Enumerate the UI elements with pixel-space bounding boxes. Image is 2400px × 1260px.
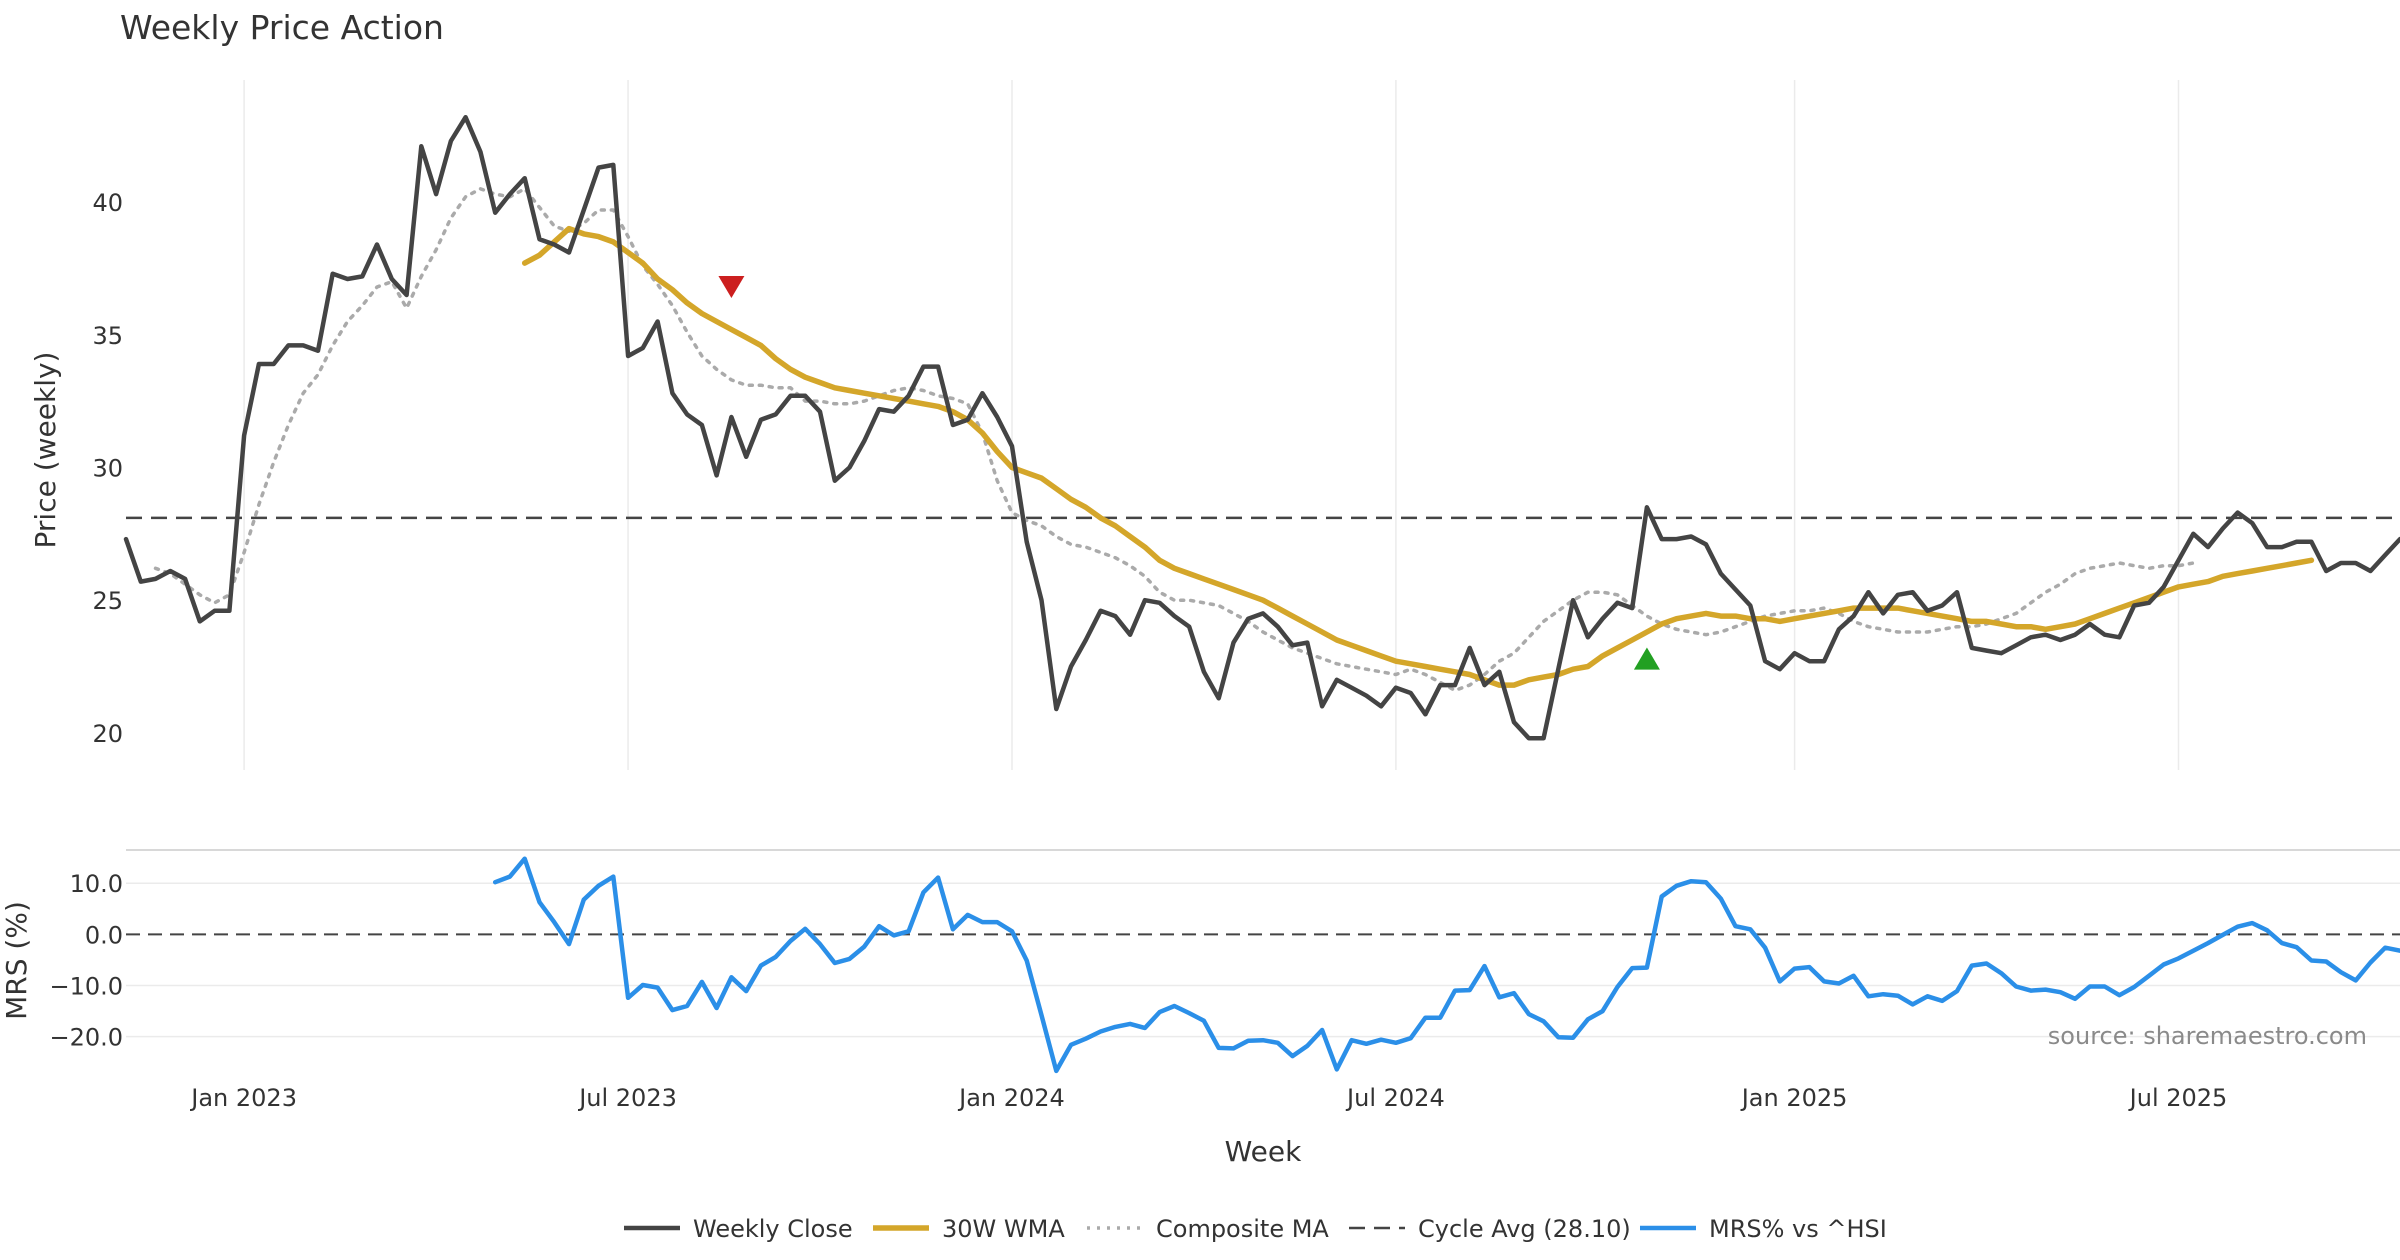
x-tick-labels: Jan 2023 Jul 2023 Jan 2024 Jul 2024 Jan 2025…: [189, 1084, 2227, 1112]
mrs-y-axis-label: MRS (%): [0, 901, 33, 1020]
price-y-tick-labels: 20 25 30 35 40: [92, 189, 123, 748]
mrs-y-tick-labels: 10.0 0.0 −10.0 −20.0: [49, 870, 123, 1051]
x-tick-label: Jul 2025: [2128, 1084, 2228, 1112]
x-tick-label: Jan 2024: [957, 1084, 1065, 1112]
composite-ma-line: [153, 187, 2196, 693]
price-y-tick-label: 25: [92, 587, 123, 615]
mrs-gridlines: [126, 882, 2400, 1038]
x-tick-label: Jan 2023: [189, 1084, 297, 1112]
legend-item: MRS% vs ^HSI: [1640, 1215, 1887, 1243]
legend-label: Cycle Avg (28.10): [1418, 1215, 1631, 1243]
price-y-tick-label: 40: [92, 189, 123, 217]
wma-30w-line: [521, 225, 2315, 688]
legend-item: Composite MA: [1087, 1215, 1329, 1243]
mrs-y-tick-label: 0.0: [85, 921, 123, 949]
legend-label: Composite MA: [1156, 1215, 1329, 1243]
legend-item: 30W WMA: [873, 1215, 1065, 1243]
mrs-line: [492, 856, 2400, 1074]
price-series: [123, 114, 2400, 741]
buy-signal-marker: [1633, 647, 1660, 670]
weekly-close-line: [123, 114, 2400, 741]
legend-item: Weekly Close: [624, 1215, 853, 1243]
price-y-tick-label: 30: [92, 454, 123, 482]
legend-label: 30W WMA: [942, 1215, 1065, 1243]
signal-markers: [718, 275, 1660, 670]
mrs-y-tick-label: 10.0: [70, 870, 123, 898]
legend-item: Cycle Avg (28.10): [1349, 1215, 1631, 1243]
x-tick-label: Jan 2025: [1740, 1084, 1848, 1112]
sell-signal-marker: [718, 275, 745, 299]
mrs-y-tick-label: −10.0: [49, 973, 123, 1001]
price-y-tick-label: 35: [92, 322, 123, 350]
x-tick-label: Jul 2023: [577, 1084, 677, 1112]
mrs-y-tick-label: −20.0: [49, 1024, 123, 1052]
x-tick-label: Jul 2024: [1345, 1084, 1445, 1112]
legend-label: MRS% vs ^HSI: [1709, 1215, 1887, 1243]
price-gridlines: [243, 80, 2180, 770]
chart-title: Weekly Price Action: [120, 8, 444, 47]
x-axis-label: Week: [1225, 1135, 1302, 1168]
price-y-axis-label: Price (weekly): [29, 352, 62, 549]
legend: Weekly Close 30W WMA Composite MA Cycle Avg…: [624, 1215, 1887, 1243]
legend-label: Weekly Close: [693, 1215, 853, 1243]
source-note: source: sharemaestro.com: [2048, 1022, 2367, 1050]
mrs-series: [492, 856, 2400, 1074]
price-y-tick-label: 20: [92, 720, 123, 748]
